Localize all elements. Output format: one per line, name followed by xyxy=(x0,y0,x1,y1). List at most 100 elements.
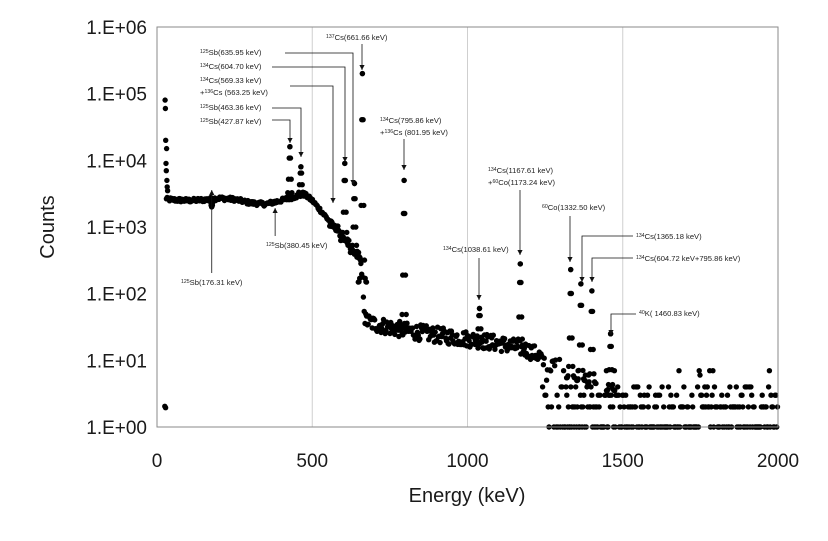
peak-label: 134Cs(1167.61 keV) xyxy=(488,166,554,175)
data-point xyxy=(596,404,602,410)
arrow-head xyxy=(350,180,356,185)
data-point xyxy=(342,160,348,167)
peak-label: 134Cs(795.86 keV) xyxy=(380,116,442,125)
data-point xyxy=(519,336,525,342)
peak-label: 125Sb(635.95 keV) xyxy=(200,48,262,57)
y-tick-label: 1.E+04 xyxy=(86,151,147,172)
data-point xyxy=(608,343,614,350)
data-point xyxy=(392,331,398,338)
data-point xyxy=(565,404,572,410)
data-point xyxy=(402,210,408,217)
data-point xyxy=(515,336,521,342)
data-point xyxy=(349,242,356,248)
data-point xyxy=(685,404,691,410)
data-point xyxy=(355,249,362,256)
data-point xyxy=(162,97,168,103)
data-point xyxy=(768,392,774,398)
data-point xyxy=(302,192,308,198)
arrow-head xyxy=(287,138,293,143)
peak-label: 134Cs(604.72 keV+795.86 keV) xyxy=(636,254,741,263)
data-point xyxy=(298,170,305,176)
data-point xyxy=(521,345,528,351)
data-point xyxy=(543,377,550,383)
data-point xyxy=(591,371,597,377)
peak-label: +60Co(1173.24 keV) xyxy=(488,178,556,187)
data-point xyxy=(733,384,739,390)
peak-label: +136Cs (801.95 keV) xyxy=(380,128,448,137)
data-point xyxy=(432,329,438,335)
data-point xyxy=(751,404,757,410)
data-point xyxy=(554,392,560,398)
data-point xyxy=(608,392,614,398)
data-point xyxy=(405,327,411,333)
data-point xyxy=(360,294,367,300)
data-point xyxy=(540,362,547,368)
data-point xyxy=(288,176,294,182)
data-point xyxy=(492,346,498,352)
data-point xyxy=(498,348,505,355)
data-point xyxy=(749,392,755,398)
data-point xyxy=(621,404,627,410)
data-point xyxy=(284,194,290,200)
y-tick-label: 1.E+06 xyxy=(86,18,147,39)
data-point xyxy=(697,372,703,378)
peak-label: 125Sb(427.87 keV) xyxy=(200,117,262,126)
data-point xyxy=(589,392,595,398)
arrow-head xyxy=(579,277,585,282)
data-point xyxy=(340,229,346,236)
data-point xyxy=(748,384,754,390)
data-point xyxy=(296,189,302,195)
data-point xyxy=(578,302,585,308)
arrow-head xyxy=(298,152,304,157)
data-point xyxy=(552,357,559,363)
data-point xyxy=(287,155,294,161)
data-point xyxy=(589,308,596,315)
data-point xyxy=(615,384,621,390)
annotation-arrow xyxy=(272,119,291,143)
data-point xyxy=(346,237,352,244)
data-point xyxy=(581,392,587,398)
data-point xyxy=(563,384,569,390)
data-point xyxy=(569,335,575,341)
arrow-head xyxy=(330,198,336,203)
data-point xyxy=(568,384,574,390)
data-point xyxy=(704,384,710,390)
y-tick-label: 1.E+01 xyxy=(86,351,147,372)
data-point xyxy=(402,272,409,278)
data-point xyxy=(763,404,769,410)
data-point xyxy=(478,326,484,332)
annotation-labels: 125Sb(176.31 keV) 125Sb(380.45 keV) 125Sb(… xyxy=(181,33,741,318)
data-point xyxy=(287,144,293,150)
peak-label: 137Cs(661.66 keV) xyxy=(326,33,388,42)
plot-frame xyxy=(156,26,779,428)
data-point xyxy=(615,392,622,398)
arrow-head xyxy=(567,257,573,262)
data-point xyxy=(696,368,702,374)
y-tick-label: 1.E+03 xyxy=(86,218,147,239)
data-point xyxy=(163,168,169,174)
data-point xyxy=(517,261,523,267)
data-point xyxy=(163,145,170,152)
data-point xyxy=(703,392,710,398)
data-point xyxy=(501,336,508,342)
peak-label: 125Sb(380.45 keV) xyxy=(266,241,328,250)
data-point xyxy=(543,392,549,398)
data-point xyxy=(759,392,765,398)
data-point xyxy=(609,381,616,388)
data-point xyxy=(579,342,585,348)
data-point xyxy=(574,404,580,410)
arrow-head xyxy=(608,330,614,335)
data-point xyxy=(723,404,729,410)
data-point xyxy=(644,392,651,398)
data-point xyxy=(694,384,701,390)
data-point xyxy=(404,320,410,326)
data-point xyxy=(437,339,443,346)
data-point xyxy=(541,355,547,361)
data-point xyxy=(465,333,471,339)
data-point xyxy=(640,404,647,410)
arrow-head xyxy=(476,295,482,300)
data-point xyxy=(339,236,345,242)
data-point xyxy=(610,404,616,410)
annotation-arrow xyxy=(290,85,334,203)
data-point xyxy=(474,334,481,340)
